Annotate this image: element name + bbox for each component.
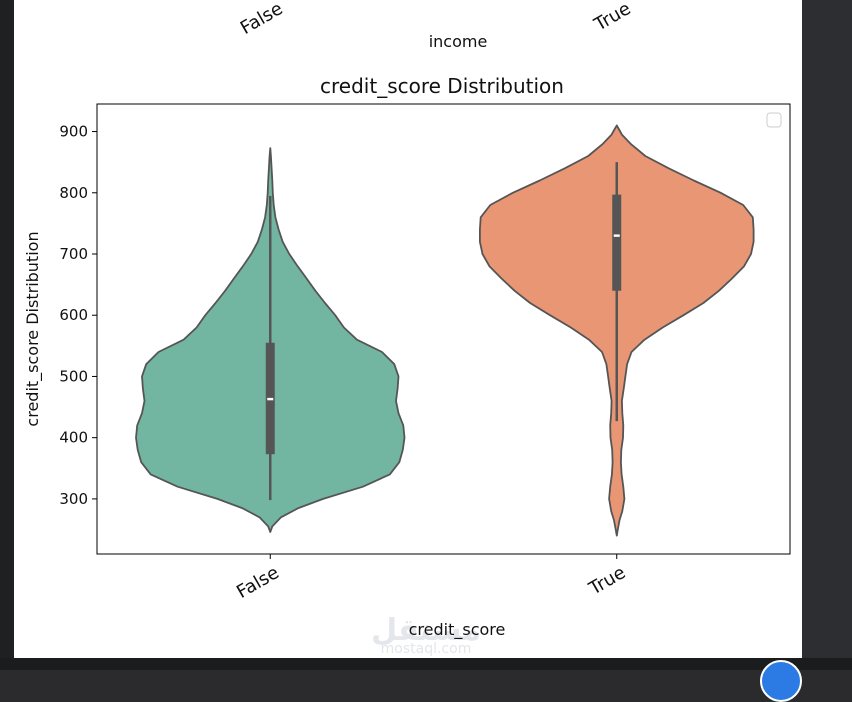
y-axis-label: credit_score Distribution [23,231,43,426]
chart-title: credit_score Distribution [320,74,564,98]
y-tick-label-800: 800 [59,184,88,202]
x-axis: False True [233,554,629,603]
violin-iqr-box-true [612,194,622,291]
y-axis: 300 400 500 600 700 800 900 [59,123,97,508]
top-x-axis-label: income [429,32,488,51]
chat-bubble-icon[interactable] [760,660,802,702]
y-tick-label-500: 500 [59,367,88,385]
chart-output-panel: False True income credit_score Distribut… [14,0,802,658]
right-frame [802,0,852,670]
x-axis-label: credit_score [409,620,506,640]
x-tick-label-false: False [233,562,283,603]
left-frame [0,0,14,670]
y-tick-label-400: 400 [59,429,88,447]
x-tick-label-true: True [585,562,629,600]
top-tick-false: False [237,0,287,39]
violin-chart: False True income credit_score Distribut… [23,0,791,657]
y-tick-label-700: 700 [59,245,88,263]
plot-area [135,124,755,537]
y-tick-label-300: 300 [59,490,88,508]
y-tick-label-600: 600 [59,306,88,324]
y-tick-label-900: 900 [59,123,88,141]
top-tick-true: True [590,0,634,36]
watermark-latin: mostaql.com [381,641,472,657]
bottom-frame [0,658,852,670]
legend-box [766,112,782,128]
axes-frame [96,103,791,555]
watermark-arabic: مستقل [371,613,481,648]
